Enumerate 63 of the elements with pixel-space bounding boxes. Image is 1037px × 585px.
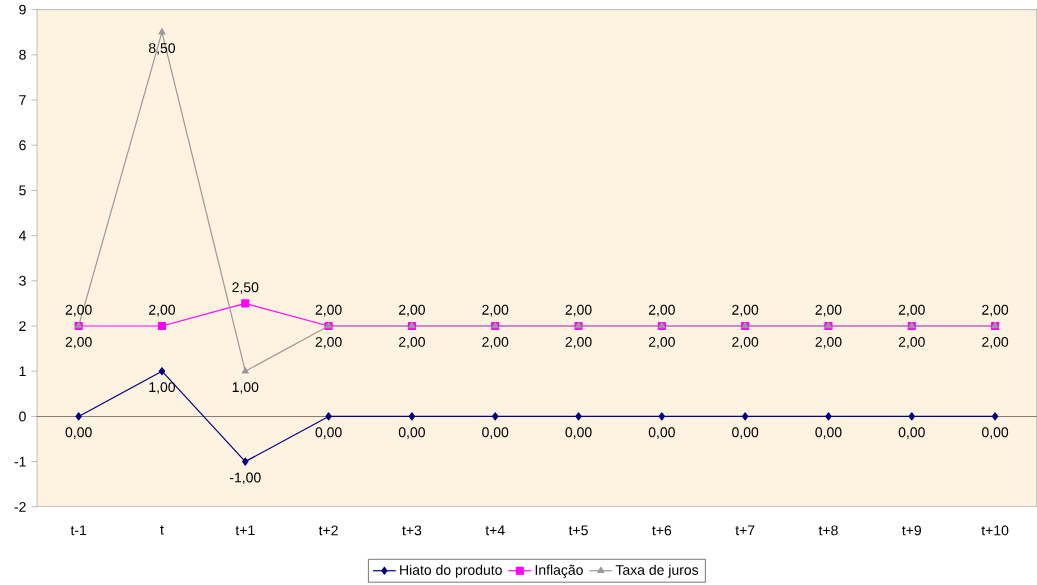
y-tick-label: 7 bbox=[19, 95, 26, 105]
y-tick-label: 3 bbox=[19, 275, 26, 286]
x-tick-label: t+1 bbox=[235, 525, 255, 536]
data-label: 2,00 bbox=[648, 304, 675, 317]
x-tick-label: t+9 bbox=[902, 525, 922, 536]
data-label: 8,50 bbox=[148, 43, 176, 55]
x-tick-label: t+5 bbox=[568, 525, 588, 536]
x-tick-label: t-1 bbox=[70, 525, 87, 536]
data-label: 2,00 bbox=[815, 337, 842, 349]
y-tick-label: 5 bbox=[19, 185, 26, 196]
data-label: 1,00 bbox=[149, 382, 176, 394]
data-label: 0,00 bbox=[398, 427, 425, 440]
y-tick-label: 8 bbox=[19, 49, 26, 60]
data-label: 2,00 bbox=[898, 337, 925, 349]
data-label: 2,00 bbox=[565, 337, 592, 349]
data-label: 2,00 bbox=[315, 337, 342, 349]
x-tick-label: t+2 bbox=[318, 525, 338, 536]
x-tick-label: t+7 bbox=[735, 525, 755, 536]
data-label: 1,00 bbox=[232, 382, 259, 394]
data-label: 2,00 bbox=[315, 304, 342, 317]
data-label: 2,00 bbox=[149, 304, 176, 317]
y-tick-label: -2 bbox=[14, 502, 26, 512]
data-label: 2,00 bbox=[65, 337, 92, 349]
data-label: 0,00 bbox=[982, 427, 1009, 440]
data-label: 2,00 bbox=[482, 304, 509, 317]
data-label: 2,00 bbox=[398, 337, 425, 349]
data-label: 2,50 bbox=[232, 282, 259, 294]
data-label: 2,00 bbox=[982, 337, 1009, 349]
x-tick-label: t bbox=[160, 525, 164, 535]
y-tick-label: 1 bbox=[19, 366, 26, 377]
data-label: 2,00 bbox=[815, 304, 842, 317]
data-label: -1,00 bbox=[229, 472, 261, 485]
y-tick-label: 9 bbox=[19, 4, 26, 15]
legend-label: Taxa de juros bbox=[615, 564, 699, 578]
data-label: 2,00 bbox=[732, 304, 759, 317]
data-label: 0,00 bbox=[482, 427, 509, 440]
data-label: 2,00 bbox=[65, 304, 92, 317]
y-tick-label: 2 bbox=[19, 321, 26, 331]
data-label: 2,00 bbox=[398, 304, 425, 317]
data-label: 0,00 bbox=[65, 427, 92, 440]
x-tick-label: t+10 bbox=[981, 525, 1009, 536]
y-tick-label: 0 bbox=[19, 411, 26, 422]
y-tick-label: -1 bbox=[14, 456, 26, 467]
y-tick-label: 4 bbox=[18, 230, 26, 241]
legend-label: Inflação bbox=[535, 564, 583, 578]
x-tick-label: t+4 bbox=[485, 525, 505, 536]
data-label: 2,00 bbox=[982, 304, 1009, 317]
data-label: 0,00 bbox=[315, 427, 342, 440]
data-label: 2,00 bbox=[898, 304, 925, 317]
data-label: 0,00 bbox=[898, 427, 925, 440]
data-label: 2,00 bbox=[565, 304, 592, 317]
legend-label: Hiato do produto bbox=[400, 564, 502, 578]
y-tick-label: 6 bbox=[19, 140, 26, 151]
data-label: 2,00 bbox=[648, 337, 675, 349]
data-label: 2,00 bbox=[482, 337, 509, 349]
data-label: 2,00 bbox=[732, 337, 759, 349]
x-tick-label: t+8 bbox=[818, 525, 838, 536]
x-tick-label: t+3 bbox=[402, 525, 422, 536]
data-label: 0,00 bbox=[732, 427, 759, 440]
x-tick-label: t+6 bbox=[652, 525, 672, 536]
data-label: 0,00 bbox=[815, 427, 842, 440]
data-label: 0,00 bbox=[648, 427, 675, 440]
data-label: 0,00 bbox=[565, 427, 592, 440]
